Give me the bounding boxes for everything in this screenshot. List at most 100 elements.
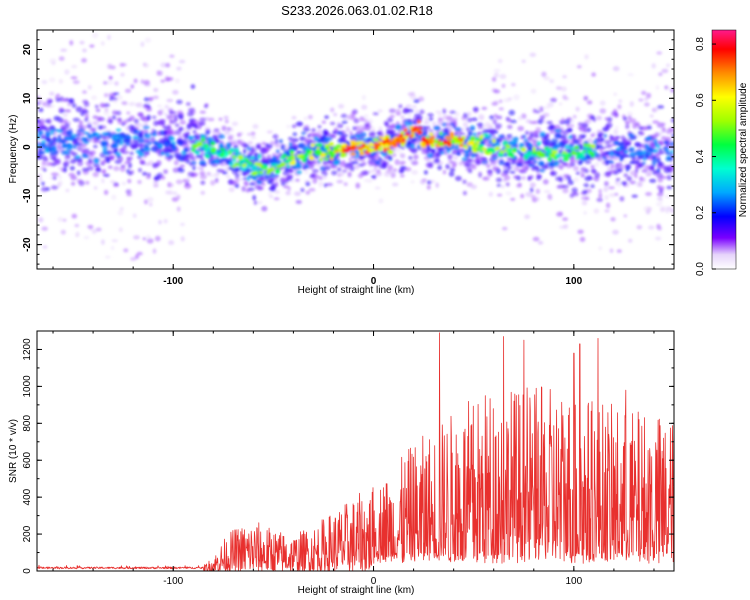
spectral-blob [321,120,327,125]
spectral-blob [563,224,569,229]
spectral-blob [498,107,504,111]
spectral-blob [308,163,315,170]
spectral-blob [532,141,538,147]
colorbar-ticks: 0.0 0.2 0.4 0.6 0.8 [695,37,716,276]
spectral-blob [257,154,262,160]
spectral-blob [421,125,428,131]
spectral-blob [592,140,597,144]
spectral-blob [410,133,414,137]
spectral-blob [454,143,460,150]
spectral-blob [129,101,136,106]
spectral-blob [307,114,313,120]
spectral-blob [295,121,304,127]
spectral-blob [319,157,323,162]
spectral-blob [626,175,632,182]
spectral-blob [504,175,511,181]
spectral-blob [557,184,565,189]
spectral-blob [178,141,184,147]
spectral-blob [198,121,206,127]
spectral-blob [655,201,663,207]
spectral-blob [154,175,161,181]
spectral-blob [349,165,355,172]
spectral-blob [124,139,130,143]
spectral-blob [658,141,665,146]
spectral-blob [432,121,437,126]
spectral-blob [439,131,443,136]
spectral-blob [547,156,552,162]
spectral-blob [503,98,511,103]
spectral-blob [200,180,206,185]
spectral-blob [464,145,469,150]
spectral-blob [492,156,499,160]
spectral-blob [487,143,492,149]
spectral-blob [405,104,412,108]
spectral-blob [125,189,132,194]
spectral-blob [623,173,628,178]
spectral-blob [250,149,254,156]
spectral-blob [383,147,387,153]
spectral-blob [114,152,122,156]
spectral-blob [437,111,442,117]
spectral-blob [226,127,232,131]
spectral-blob [590,168,597,174]
spectral-blob [551,138,559,144]
spectral-blob [541,71,547,78]
x-tick-label: 100 [565,576,582,587]
spectral-blob [529,52,537,57]
spectral-blob [445,163,450,170]
spectral-blob [610,163,615,169]
spectral-blob [559,177,564,183]
spectral-blob [584,176,592,182]
spectral-blob [379,136,383,140]
spectral-blob [431,135,435,139]
spectral-blob [657,226,663,231]
spectral-blob [569,193,575,198]
spectral-blob [629,101,634,107]
spectral-blob [489,124,494,130]
spectral-blob [50,185,59,190]
spectral-blob [137,179,142,185]
spectral-blob [511,159,515,166]
spectral-blob [91,32,99,39]
spectral-blob [223,115,229,120]
y-tick-label: 200 [22,525,33,542]
spectral-blob [61,139,66,145]
spectral-blob [412,104,417,109]
spectral-blob [48,162,54,166]
spectral-blob [224,151,230,156]
spectral-blob [252,194,257,201]
spectral-blob [381,136,387,141]
spectral-blob [44,127,51,133]
spectral-blob [188,136,195,140]
spectral-blob [577,122,583,127]
spectral-blob [261,141,266,146]
spectral-blob [192,119,200,126]
spectral-blob [472,150,478,153]
spectral-blob [609,160,615,165]
spectral-blob [41,226,48,231]
spectral-blob [530,88,537,94]
colorbar-tick-label: 0.2 [695,205,706,219]
spectral-blob [413,154,419,160]
spectral-blob [152,162,159,169]
spectral-blob [586,100,593,105]
spectral-blob [390,172,396,179]
spectral-blob [537,153,544,158]
spectral-blob [142,237,147,241]
spectral-blob [461,157,468,161]
spectral-blob [108,119,113,125]
spectral-blob [464,153,469,158]
spectral-blob [199,171,206,176]
spectral-blob [392,153,397,157]
spectral-blob [203,104,209,109]
spectral-blob [586,127,592,133]
spectral-blob [61,144,67,149]
spectral-blob [337,172,342,178]
spectral-blob [274,138,279,145]
spectral-blob [423,138,428,142]
spectral-blob [351,160,359,165]
spectral-blob [458,144,464,148]
spectral-blob [422,178,427,182]
spectral-blob [661,135,667,141]
spectral-blob [482,129,489,135]
